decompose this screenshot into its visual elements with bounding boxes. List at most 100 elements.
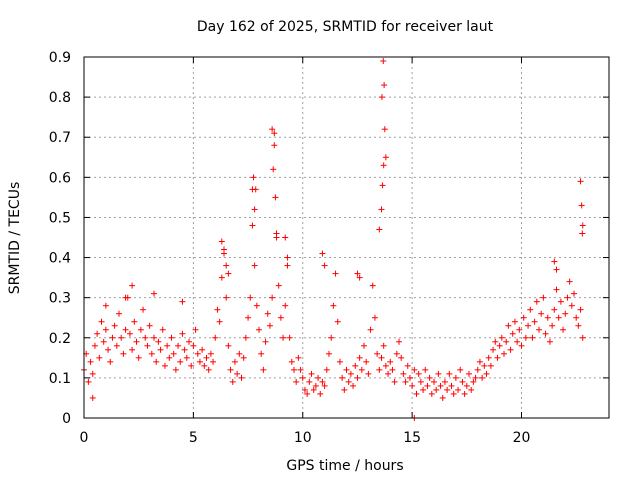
data-point: [218, 238, 225, 245]
data-point: [249, 222, 256, 229]
data-point: [194, 350, 201, 357]
data-point: [135, 354, 142, 361]
data-point: [474, 366, 481, 373]
data-point: [579, 230, 586, 237]
data-point: [131, 318, 138, 325]
data-point: [426, 374, 433, 381]
data-point: [116, 310, 122, 317]
data-point: [175, 342, 182, 349]
data-point: [546, 338, 553, 345]
data-point: [402, 378, 409, 385]
data-point: [553, 266, 560, 273]
data-point: [492, 338, 499, 345]
data-point: [509, 330, 516, 337]
data-point: [247, 294, 254, 301]
data-point: [494, 354, 501, 361]
data-point: [284, 254, 291, 261]
y-axis: 0 0.1 0.2 0.3 0.4 0.5 0.6 0.7 0.8 0.9: [49, 50, 609, 427]
data-point: [378, 354, 385, 361]
data-point: [155, 338, 162, 345]
data-point: [347, 370, 354, 377]
data-point: [518, 342, 525, 349]
data-point: [293, 378, 300, 385]
data-point: [102, 326, 109, 333]
data-point: [446, 370, 453, 377]
data-point: [577, 178, 584, 185]
data-point: [229, 378, 236, 385]
data-point: [170, 350, 177, 357]
data-point: [89, 394, 96, 401]
data-point: [382, 154, 389, 161]
data-point: [479, 374, 486, 381]
data-point: [334, 318, 341, 325]
data-point: [288, 358, 295, 365]
data-point: [245, 314, 252, 321]
data-point: [172, 366, 179, 373]
data-point: [151, 290, 157, 297]
x-axis-label: GPS time / hours: [286, 458, 403, 474]
y-tick-label: 0.7: [49, 130, 71, 146]
data-point: [142, 334, 149, 341]
data-point: [328, 334, 335, 341]
data-point: [89, 370, 96, 377]
data-point: [466, 370, 472, 377]
data-point: [186, 338, 192, 345]
y-tick-label: 0.4: [49, 251, 71, 267]
data-point: [356, 354, 363, 361]
data-point: [568, 302, 575, 309]
data-point: [282, 302, 289, 309]
data-point: [483, 370, 490, 377]
data-point: [575, 322, 582, 329]
data-point: [111, 322, 118, 329]
data-point: [376, 366, 383, 373]
data-point: [122, 326, 129, 333]
data-point: [361, 342, 367, 349]
data-point: [389, 366, 396, 373]
data-point: [437, 382, 444, 389]
data-point: [319, 250, 326, 257]
data-point: [146, 322, 153, 329]
data-point: [102, 302, 109, 309]
data-point: [522, 334, 529, 341]
x-tick-label: 15: [403, 430, 421, 446]
data-point: [251, 262, 258, 269]
data-point: [85, 378, 92, 385]
data-point: [181, 346, 188, 353]
x-tick-label: 20: [513, 430, 531, 446]
data-point: [553, 286, 560, 293]
data-point: [352, 362, 359, 369]
data-point: [444, 386, 451, 393]
y-tick-label: 0.3: [49, 291, 71, 307]
data-point: [190, 342, 197, 349]
data-point: [122, 294, 129, 301]
data-point: [385, 370, 392, 377]
data-point: [203, 354, 210, 361]
data-point: [212, 334, 219, 341]
data-point: [573, 314, 580, 321]
data-point: [251, 206, 258, 213]
data-point: [380, 162, 387, 169]
data-point: [551, 258, 558, 265]
data-point: [299, 374, 306, 381]
data-point: [286, 334, 293, 341]
data-point: [461, 390, 468, 397]
data-point: [306, 378, 313, 385]
x-tick-label: 5: [189, 430, 198, 446]
data-point: [179, 298, 186, 305]
data-point: [227, 366, 234, 373]
data-point: [297, 366, 304, 373]
data-point: [487, 362, 494, 369]
data-point: [413, 390, 420, 397]
data-point: [280, 334, 287, 341]
data-point: [398, 354, 405, 361]
y-tick-label: 0.9: [49, 50, 71, 66]
data-point: [424, 382, 431, 389]
data-point: [312, 382, 319, 389]
data-point: [564, 294, 571, 301]
grid-lines: [84, 57, 609, 418]
data-point: [533, 298, 540, 305]
data-point: [140, 306, 147, 313]
data-point: [166, 354, 173, 361]
data-point: [387, 358, 394, 365]
